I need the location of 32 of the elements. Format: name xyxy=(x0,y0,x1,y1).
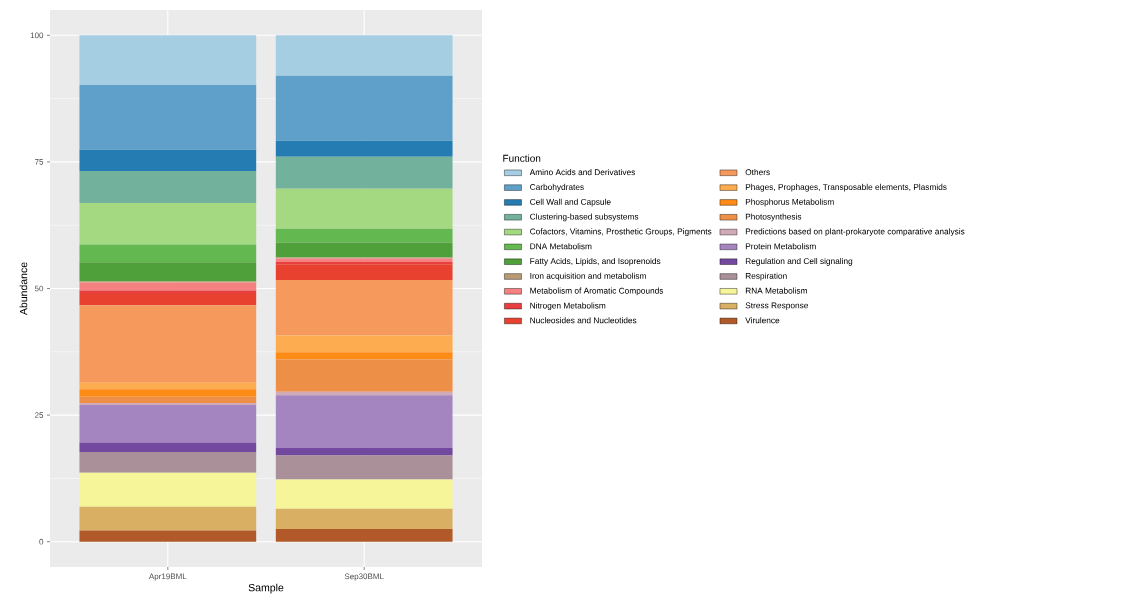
legend-label: Virulence xyxy=(745,317,780,324)
y-tick-label: 0 xyxy=(39,538,44,545)
legend-label: Others xyxy=(745,169,770,176)
legend-label: Cofactors, Vitamins, Prosthetic Groups, Pigments xyxy=(530,228,712,237)
legend-label: Phosphorus Metabolism xyxy=(745,198,834,207)
legend-label: Regulation and Cell signaling xyxy=(745,257,853,266)
legend-label: Nucleosides and Nucleotides xyxy=(530,317,637,324)
legend-label: Clustering-based subsystems xyxy=(530,213,639,222)
legend-label: Protein Metabolism xyxy=(745,243,816,250)
x-tick-label: Apr19BML xyxy=(148,573,187,581)
legend-label: Nitrogen Metabolism xyxy=(530,302,606,311)
legend-label: Respiration xyxy=(745,272,787,281)
legend-label: Iron acquisition and metabolism xyxy=(530,272,646,281)
x-tick-label: Sep30BML xyxy=(344,573,384,581)
y-tick-label: 25 xyxy=(34,412,44,418)
legend-label: Photosynthesis xyxy=(745,213,802,222)
legend-label: Stress Response xyxy=(745,302,809,310)
y-axis-title: Abundance xyxy=(19,262,28,316)
y-tick-label: 50 xyxy=(34,285,44,292)
legend-label: DNA Metabolism xyxy=(530,243,592,250)
legend-label: Cell Wall and Capsule xyxy=(530,198,611,207)
legend-label: Amino Acids and Derivatives xyxy=(529,169,635,176)
legend-title: Function xyxy=(503,154,541,162)
y-tick-label: 75 xyxy=(34,159,44,165)
y-tick-label: 100 xyxy=(30,32,44,39)
x-axis-title: Sample xyxy=(248,583,284,594)
legend-label: Fatty Acids, Lipids, and Isoprenoids xyxy=(530,257,661,266)
legend-label: Metabolism of Aromatic Compounds xyxy=(530,287,664,296)
legend-label: Phages, Prophages, Transposable elements, Plasmids xyxy=(745,183,947,192)
legend-label: Predictions based on plant-prokaryote comparative analysis xyxy=(745,228,965,237)
legend-label: RNA Metabolism xyxy=(745,287,807,294)
legend-label: Carbohydrates xyxy=(530,183,584,192)
